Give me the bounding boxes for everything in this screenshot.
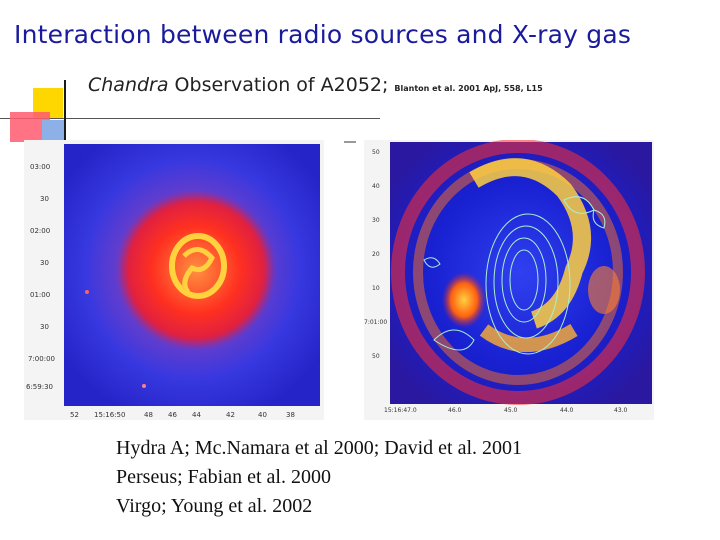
left-x-axis: 52 15:16:50 48 46 44 42 40 38 [70, 411, 295, 419]
left-y-tick: 30 [40, 195, 49, 203]
left-y-tick: 30 [40, 259, 49, 267]
left-bright-filament [182, 247, 215, 294]
left-x-tick: 42 [226, 411, 235, 419]
right-bright-rim-north [469, 158, 591, 329]
decor-blue-square [42, 120, 64, 142]
slide-title: Interaction between radio sources and X-… [14, 20, 632, 49]
left-xray-image: 03:00 30 02:00 30 01:00 30 7:00:00 6:59:… [24, 140, 324, 420]
decor-vertical-rule [64, 80, 66, 156]
reference-item: Hydra A; Mc.Namara et al 2000; David et … [116, 437, 522, 459]
right-east-blob [588, 266, 620, 314]
left-cavity-ring [169, 233, 227, 299]
right-y-tick: 50 [372, 149, 380, 156]
header-rule [0, 118, 380, 119]
left-y-tick: 6:59:30 [26, 383, 53, 391]
right-y-axis: 50 40 30 20 10 7:01:00 50 [364, 149, 387, 360]
left-y-tick: 30 [40, 323, 49, 331]
left-point-source [85, 290, 89, 294]
right-y-tick: 50 [372, 353, 380, 360]
reference-item: Perseus; Fabian et al. 2000 [116, 466, 331, 488]
left-x-tick: 52 [70, 411, 79, 419]
left-x-tick: 40 [258, 411, 267, 419]
subtitle-text: Observation of A2052; [168, 74, 389, 96]
right-y-tick: 30 [372, 217, 380, 224]
right-xray-radio-image: 50 40 30 20 10 7:01:00 50 15:16:47.0 46.… [364, 139, 654, 420]
citation: Blanton et al. 2001 ApJ, 558, L15 [394, 84, 543, 93]
left-y-tick: 01:00 [30, 291, 50, 299]
left-x-tick: 48 [144, 411, 153, 419]
references-list: Hydra A; Mc.Namara et al 2000; David et … [116, 434, 522, 521]
left-y-tick: 7:00:00 [28, 355, 55, 363]
left-x-tick: 46 [168, 411, 177, 419]
left-point-source [142, 384, 146, 388]
right-xray-svg: 50 40 30 20 10 7:01:00 50 15:16:47.0 46.… [364, 139, 652, 414]
right-y-tick: 7:01:00 [364, 319, 387, 326]
right-y-tick: 10 [372, 285, 380, 292]
right-x-axis: 15:16:47.0 46.0 45.0 44.0 43.0 [384, 407, 628, 414]
slide-subtitle: Chandra Observation of A2052; Blanton et … [88, 74, 543, 96]
left-x-tick: 38 [286, 411, 295, 419]
right-radio-contours [423, 196, 606, 355]
reference-item: Virgo; Young et al. 2002 [116, 495, 313, 517]
right-west-blob [442, 272, 486, 328]
left-x-tick: 15:16:50 [94, 411, 125, 419]
right-x-tick: 15:16:47.0 [384, 407, 417, 414]
decor-dash [344, 141, 356, 143]
left-y-tick: 03:00 [30, 163, 50, 171]
right-y-tick: 20 [372, 251, 380, 258]
right-x-tick: 43.0 [614, 407, 628, 414]
right-outer-shell [391, 139, 645, 405]
left-y-tick: 02:00 [30, 227, 50, 235]
right-bright-rim-south [479, 323, 578, 352]
right-y-tick: 40 [372, 183, 380, 190]
left-x-tick: 44 [192, 411, 201, 419]
left-xray-svg: 03:00 30 02:00 30 01:00 30 7:00:00 6:59:… [26, 144, 320, 419]
left-y-axis: 03:00 30 02:00 30 01:00 30 7:00:00 6:59:… [26, 163, 55, 391]
subtitle-italic: Chandra [88, 74, 169, 96]
right-x-tick: 44.0 [560, 407, 574, 414]
right-x-tick: 46.0 [448, 407, 462, 414]
right-x-tick: 45.0 [504, 407, 518, 414]
